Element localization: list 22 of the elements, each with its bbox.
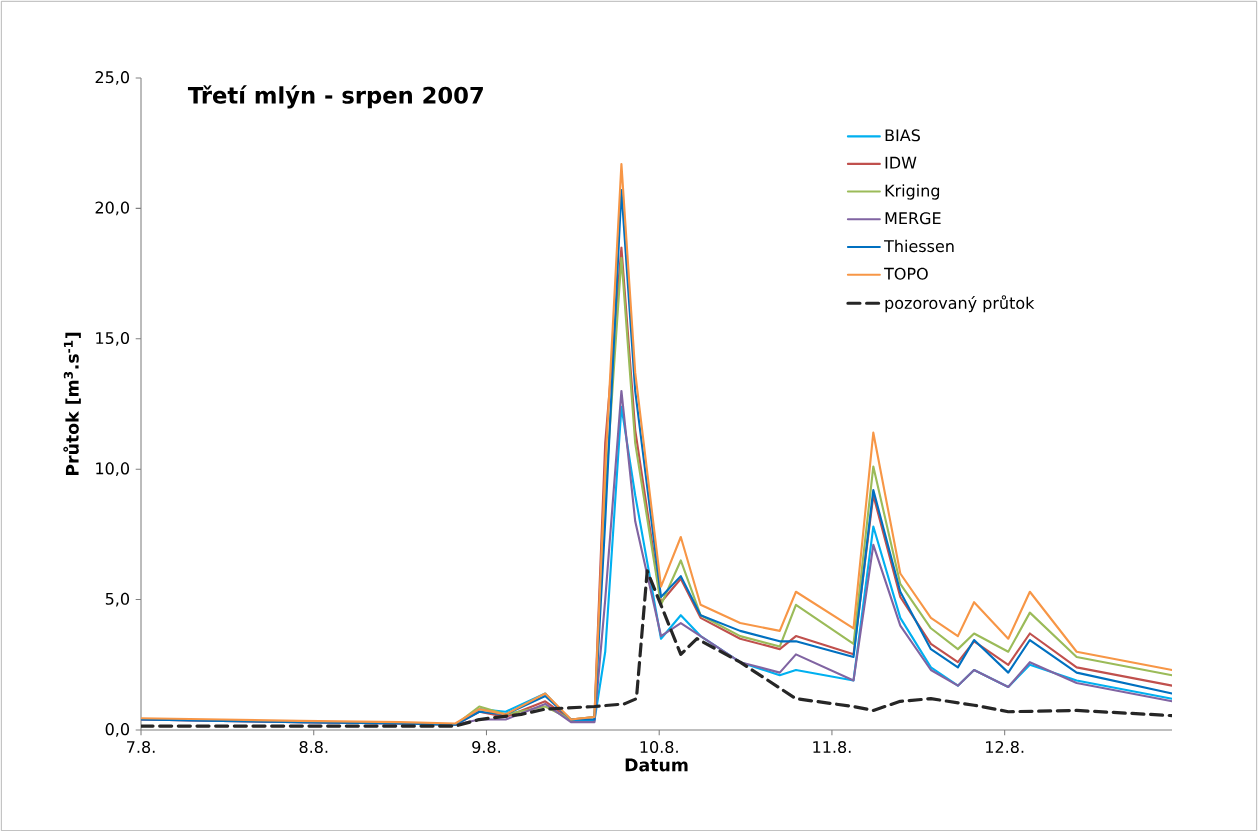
legend-label: TOPO [884,267,928,280]
x-tick-label: 8.8. [299,740,328,754]
x-tick-label: 7.8. [127,740,155,754]
x-tick-label: 9.8. [472,740,501,754]
legend-label: IDW [885,156,917,169]
y-tick-label: 20,0 [95,201,130,216]
legend-label: BIAS [885,129,920,142]
legend-label: Thiessen [884,239,954,253]
y-tick-label: 25,0 [95,71,130,85]
y-tick-label: 0,0 [105,723,130,737]
chart-title: Třetí mlýn - srpen 2007 [187,85,483,109]
y-tick-label: 10,0 [96,462,130,477]
legend-label: pozorovaný průtok [885,295,1035,313]
y-tick-label: 5,0 [105,592,130,607]
legend-label: Kriging [885,184,940,200]
x-tick-label: 12.8. [986,740,1024,754]
legend-label: MERGE [885,212,941,225]
y-tick-label: 15,0 [96,331,130,346]
x-tick-label: 11.8. [813,740,851,754]
y-axis-title: Průtok [m$^{3}$.s$^{-1}$] [63,332,81,476]
x-tick-label: 10.8. [640,740,678,754]
x-axis-title: Datum [625,758,688,772]
